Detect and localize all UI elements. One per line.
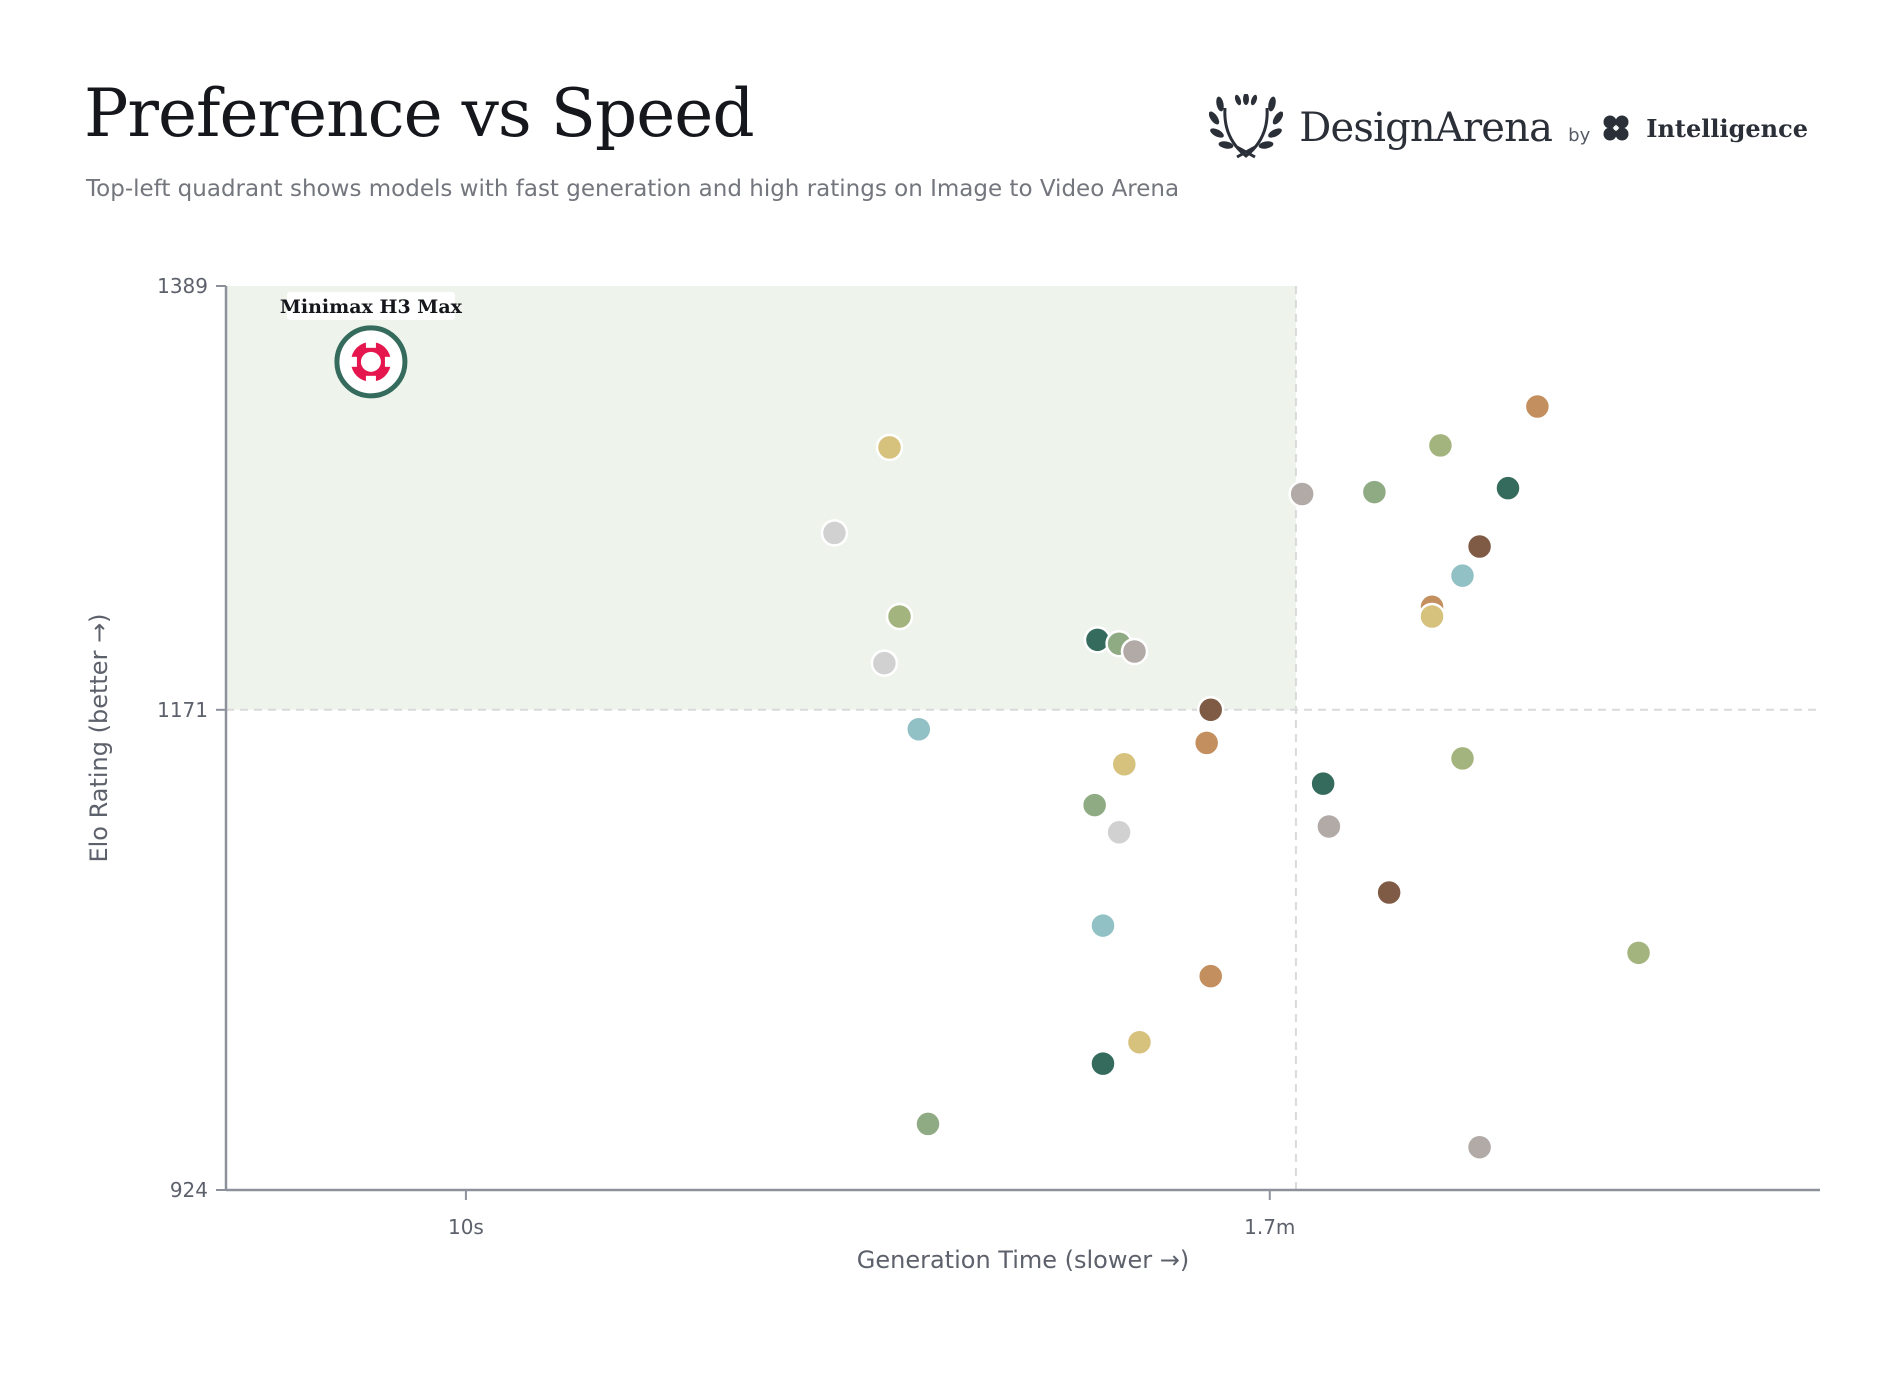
data-point: [820, 519, 849, 547]
data-point: [1494, 474, 1522, 502]
data-point: [1196, 696, 1225, 724]
data-point: [1110, 750, 1139, 778]
minimax-logo-notch: [365, 375, 376, 386]
chart-title: Preference vs Speed: [84, 75, 755, 152]
data-point: [914, 1110, 942, 1138]
brand-by: by: [1568, 124, 1591, 146]
data-point: [1523, 392, 1552, 421]
data-point: [1196, 962, 1225, 990]
y-tick-label: 924: [170, 1178, 208, 1202]
minimax-logo-notch: [365, 337, 376, 348]
data-point: [870, 649, 899, 677]
chart-subtitle: Top-left quadrant shows models with fast…: [86, 176, 1180, 202]
brand-partner: Intelligence: [1646, 113, 1808, 143]
data-point: [885, 602, 914, 631]
clover-icon: [1603, 115, 1629, 141]
highlight-point-label: Minimax H3 Max: [280, 296, 463, 318]
data-point: [1448, 561, 1477, 590]
data-point: [1426, 431, 1455, 460]
data-point: [1309, 769, 1337, 798]
y-axis-label: Elo Rating (better →): [85, 613, 113, 862]
data-point: [1192, 729, 1221, 757]
minimax-logo-notch: [384, 356, 395, 367]
data-point: [1125, 1028, 1154, 1056]
data-point: [1624, 939, 1653, 967]
y-tick-label: 1389: [157, 274, 208, 298]
data-point: [1375, 878, 1403, 907]
data-point: [1315, 812, 1343, 841]
laurel-wreath-icon: [1209, 94, 1284, 159]
data-point: [1418, 602, 1446, 631]
data-point: [1360, 478, 1389, 506]
minimax-logo-center: [360, 351, 381, 372]
x-tick-label: 10s: [448, 1215, 484, 1239]
y-tick-label: 1171: [157, 698, 208, 722]
x-tick-label: 1.7m: [1244, 1215, 1295, 1239]
minimax-logo-notch: [346, 356, 357, 367]
data-point: [1080, 791, 1109, 819]
data-point: [1105, 818, 1133, 847]
brand-name: DesignArena: [1299, 105, 1553, 151]
data-point: [1120, 637, 1149, 666]
data-point: [1448, 744, 1477, 773]
data-point: [1465, 1133, 1494, 1161]
data-point: [1089, 1049, 1117, 1078]
data-point: [1089, 911, 1117, 940]
data-point: [875, 433, 904, 462]
data-point: [905, 715, 933, 744]
data-point: [1288, 480, 1316, 508]
brand-logo: DesignArena by Intelligence: [1209, 88, 1808, 168]
highlight-label-bg: [286, 291, 455, 320]
data-point: [1465, 532, 1494, 561]
x-axis-label: Generation Time (slower →): [857, 1246, 1189, 1274]
